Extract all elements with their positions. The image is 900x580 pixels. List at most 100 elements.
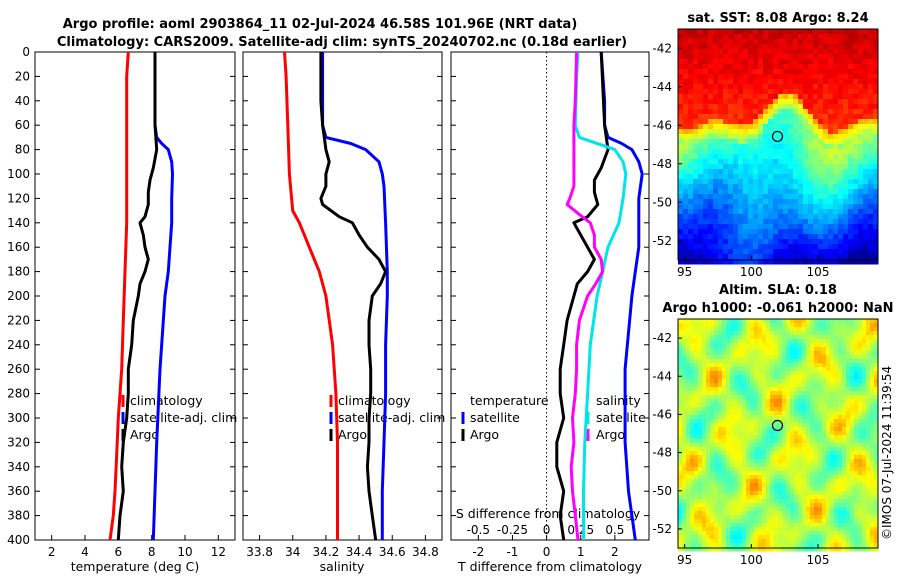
map-cell [798, 503, 803, 508]
map-cell [798, 149, 804, 155]
map-cell [710, 463, 715, 468]
map-cell [843, 39, 849, 45]
map-cell [854, 463, 859, 468]
map-cell [842, 475, 847, 480]
map-cell [708, 254, 714, 260]
map-cell [818, 189, 824, 195]
map-cell [722, 475, 727, 480]
legend-temperature-title: temperature [470, 393, 549, 408]
map-cell [788, 254, 794, 260]
map-cell [826, 495, 831, 500]
map-cell [778, 335, 783, 340]
map-cell [786, 499, 791, 504]
map-cell [818, 331, 823, 336]
map-cell [683, 219, 689, 225]
map-cell [714, 495, 719, 500]
map-cell [826, 367, 831, 372]
map-cell [766, 323, 771, 328]
map-cell [766, 343, 771, 348]
map-cell [706, 459, 711, 464]
map-cell [834, 367, 839, 372]
map-cell [762, 387, 767, 392]
map-cell [808, 254, 814, 260]
map-cell [763, 159, 769, 165]
map-cell [822, 423, 827, 428]
map-cell [758, 319, 763, 324]
map-cell [746, 407, 751, 412]
map-cell [713, 154, 719, 160]
map-cell [693, 119, 699, 125]
map-cell [742, 323, 747, 328]
map-cell [774, 495, 779, 500]
map-cell [868, 59, 874, 65]
map-cell [818, 471, 823, 476]
map-cell [834, 527, 839, 532]
map-cell [728, 29, 734, 35]
map-cell [798, 327, 803, 332]
map-cell [703, 99, 709, 105]
map-cell [842, 499, 847, 504]
x-tick-label: 2 [611, 545, 619, 559]
map-cell [813, 109, 819, 115]
map-cell [708, 104, 714, 110]
map-cell [850, 323, 855, 328]
map-cell [798, 259, 804, 265]
map-cell [758, 64, 764, 70]
map-cell [818, 39, 824, 45]
map-cell [766, 431, 771, 436]
sst-map-frame [677, 28, 879, 261]
map-cell [753, 184, 759, 190]
map-cell [790, 467, 795, 472]
map-cell [783, 244, 789, 250]
map-cell [823, 89, 829, 95]
map-cell [758, 531, 763, 536]
map-cell [843, 244, 849, 250]
map-cell [694, 387, 699, 392]
map-cell [782, 379, 787, 384]
map-cell [734, 467, 739, 472]
map-cell [694, 391, 699, 396]
map-cell [770, 427, 775, 432]
map-cell [773, 194, 779, 200]
map-cell [714, 431, 719, 436]
map-cell [733, 99, 739, 105]
map-cell [758, 259, 764, 265]
map-cell [686, 459, 691, 464]
map-cell [853, 84, 859, 90]
y-tick-label: 300 [7, 411, 30, 425]
map-cell [822, 515, 827, 520]
map-cell [766, 503, 771, 508]
map-cell [794, 323, 799, 328]
map-cell [730, 351, 735, 356]
map-cell [748, 154, 754, 160]
map-cell [818, 531, 823, 536]
map-cell [778, 139, 784, 145]
map-cell [818, 109, 824, 115]
map-cell [693, 64, 699, 70]
map-cell [854, 523, 859, 528]
map-cell [866, 491, 871, 496]
map-cell [774, 479, 779, 484]
map-cell [710, 395, 715, 400]
map-cell [682, 387, 687, 392]
map-cell [706, 507, 711, 512]
map-cell [794, 331, 799, 336]
map-cell [678, 335, 683, 340]
map-cell [718, 174, 724, 180]
map-cell [722, 519, 727, 524]
map-cell [714, 499, 719, 504]
map-cell [686, 407, 691, 412]
map-cell [723, 44, 729, 50]
map-cell [698, 543, 703, 548]
map-cell [786, 415, 791, 420]
map-cell [798, 199, 804, 205]
map-cell [754, 379, 759, 384]
map-cell [738, 189, 744, 195]
map-cell [838, 149, 844, 155]
map-cell [774, 539, 779, 544]
map-cell [730, 431, 735, 436]
map-cell [730, 383, 735, 388]
map-cell [748, 64, 754, 70]
map-cell [794, 531, 799, 536]
map-cell [734, 371, 739, 376]
